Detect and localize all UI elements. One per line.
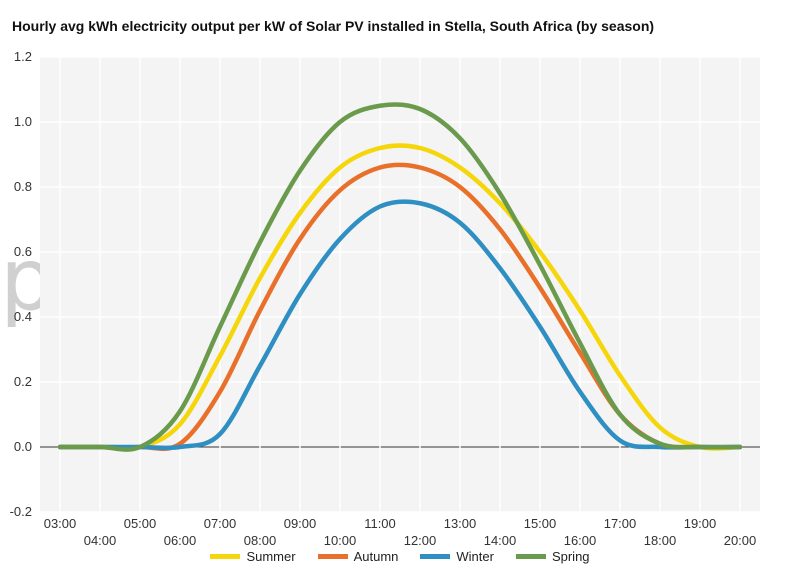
legend-swatch-summer bbox=[210, 554, 241, 559]
legend-label-spring: Spring bbox=[551, 549, 590, 564]
y-tick-label: 1.2 bbox=[14, 49, 32, 64]
legend-item-winter[interactable]: Winter bbox=[420, 549, 494, 564]
y-tick-label: 0.4 bbox=[14, 309, 32, 324]
y-tick-label: 0.8 bbox=[14, 179, 32, 194]
x-tick-label: 12:00 bbox=[404, 533, 437, 548]
series-line-spring bbox=[57, 102, 743, 452]
x-tick-label: 17:00 bbox=[604, 516, 637, 531]
x-tick-label: 20:00 bbox=[724, 533, 757, 548]
x-tick-label: 10:00 bbox=[324, 533, 357, 548]
x-tick-label: 07:00 bbox=[204, 516, 237, 531]
x-tick-label: 14:00 bbox=[484, 533, 517, 548]
x-tick-label: 16:00 bbox=[564, 533, 597, 548]
legend-swatch-spring bbox=[515, 554, 546, 559]
x-tick-label: 06:00 bbox=[164, 533, 197, 548]
chart-title: Hourly avg kWh electricity output per kW… bbox=[12, 18, 655, 34]
legend-label-autumn: Autumn bbox=[353, 549, 399, 564]
x-tick-label: 09:00 bbox=[284, 516, 317, 531]
legend: Summer Autumn Winter Spring bbox=[0, 549, 800, 564]
x-tick-label: 19:00 bbox=[684, 516, 717, 531]
legend-swatch-winter bbox=[420, 554, 451, 559]
x-tick-label: 18:00 bbox=[644, 533, 677, 548]
legend-label-summer: Summer bbox=[246, 549, 296, 564]
legend-item-summer[interactable]: Summer bbox=[210, 549, 296, 564]
x-tick-label: 11:00 bbox=[364, 516, 396, 531]
legend-item-spring[interactable]: Spring bbox=[515, 549, 590, 564]
series-line-summer bbox=[57, 143, 743, 451]
x-tick-label: 08:00 bbox=[244, 533, 277, 548]
y-tick-label: 0.6 bbox=[14, 244, 32, 259]
y-tick-label: 0.0 bbox=[14, 439, 32, 454]
y-tick-label: -0.2 bbox=[10, 504, 32, 519]
legend-label-winter: Winter bbox=[456, 549, 494, 564]
y-tick-label: 1.0 bbox=[14, 114, 32, 129]
y-tick-label: 0.2 bbox=[14, 374, 32, 389]
series-line-winter bbox=[57, 199, 743, 451]
x-tick-label: 13:00 bbox=[444, 516, 477, 531]
x-tick-label: 15:00 bbox=[524, 516, 557, 531]
legend-item-autumn[interactable]: Autumn bbox=[317, 549, 399, 564]
x-tick-label: 03:00 bbox=[44, 516, 77, 531]
x-tick-label: 04:00 bbox=[84, 533, 117, 548]
x-tick-label: 05:00 bbox=[124, 516, 157, 531]
legend-swatch-autumn bbox=[317, 554, 348, 559]
